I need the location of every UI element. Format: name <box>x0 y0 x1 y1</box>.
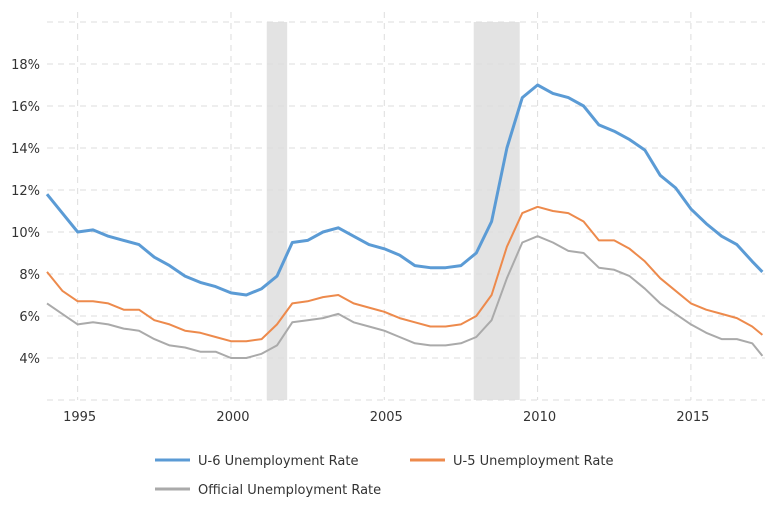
y-tick-label: 16% <box>11 100 40 115</box>
x-tick-label: 2010 <box>523 410 556 425</box>
y-tick-label: 12% <box>11 184 40 199</box>
y-tick-label: 14% <box>11 142 40 157</box>
legend-label-0: U-6 Unemployment Rate <box>198 454 358 469</box>
x-tick-label: 2005 <box>370 410 403 425</box>
y-tick-label: 8% <box>19 268 40 283</box>
x-tick-label: 2000 <box>216 410 249 425</box>
y-tick-label: 10% <box>11 226 40 241</box>
x-axis: 1995 2000 2005 2010 2015 <box>63 410 709 425</box>
y-tick-label: 18% <box>11 58 40 73</box>
y-axis: 4% 6% 8% 10% 12% 14% 16% 18% <box>11 58 40 367</box>
recession-band <box>473 22 520 400</box>
series-line-1 <box>46 205 764 343</box>
y-tick-label: 4% <box>19 352 40 367</box>
grid <box>47 12 765 401</box>
legend-label-1: U-5 Unemployment Rate <box>453 454 613 469</box>
y-tick-label: 6% <box>19 310 40 325</box>
legend: U-6 Unemployment Rate U-5 Unemployment Ra… <box>155 454 613 498</box>
series-line-2 <box>46 235 764 359</box>
series-lines <box>45 83 764 359</box>
legend-label-2: Official Unemployment Rate <box>198 483 381 498</box>
x-tick-label: 2015 <box>676 410 709 425</box>
recession-bands <box>266 22 520 400</box>
recession-band <box>266 22 288 400</box>
series-line-0 <box>45 83 764 297</box>
x-tick-label: 1995 <box>63 410 96 425</box>
